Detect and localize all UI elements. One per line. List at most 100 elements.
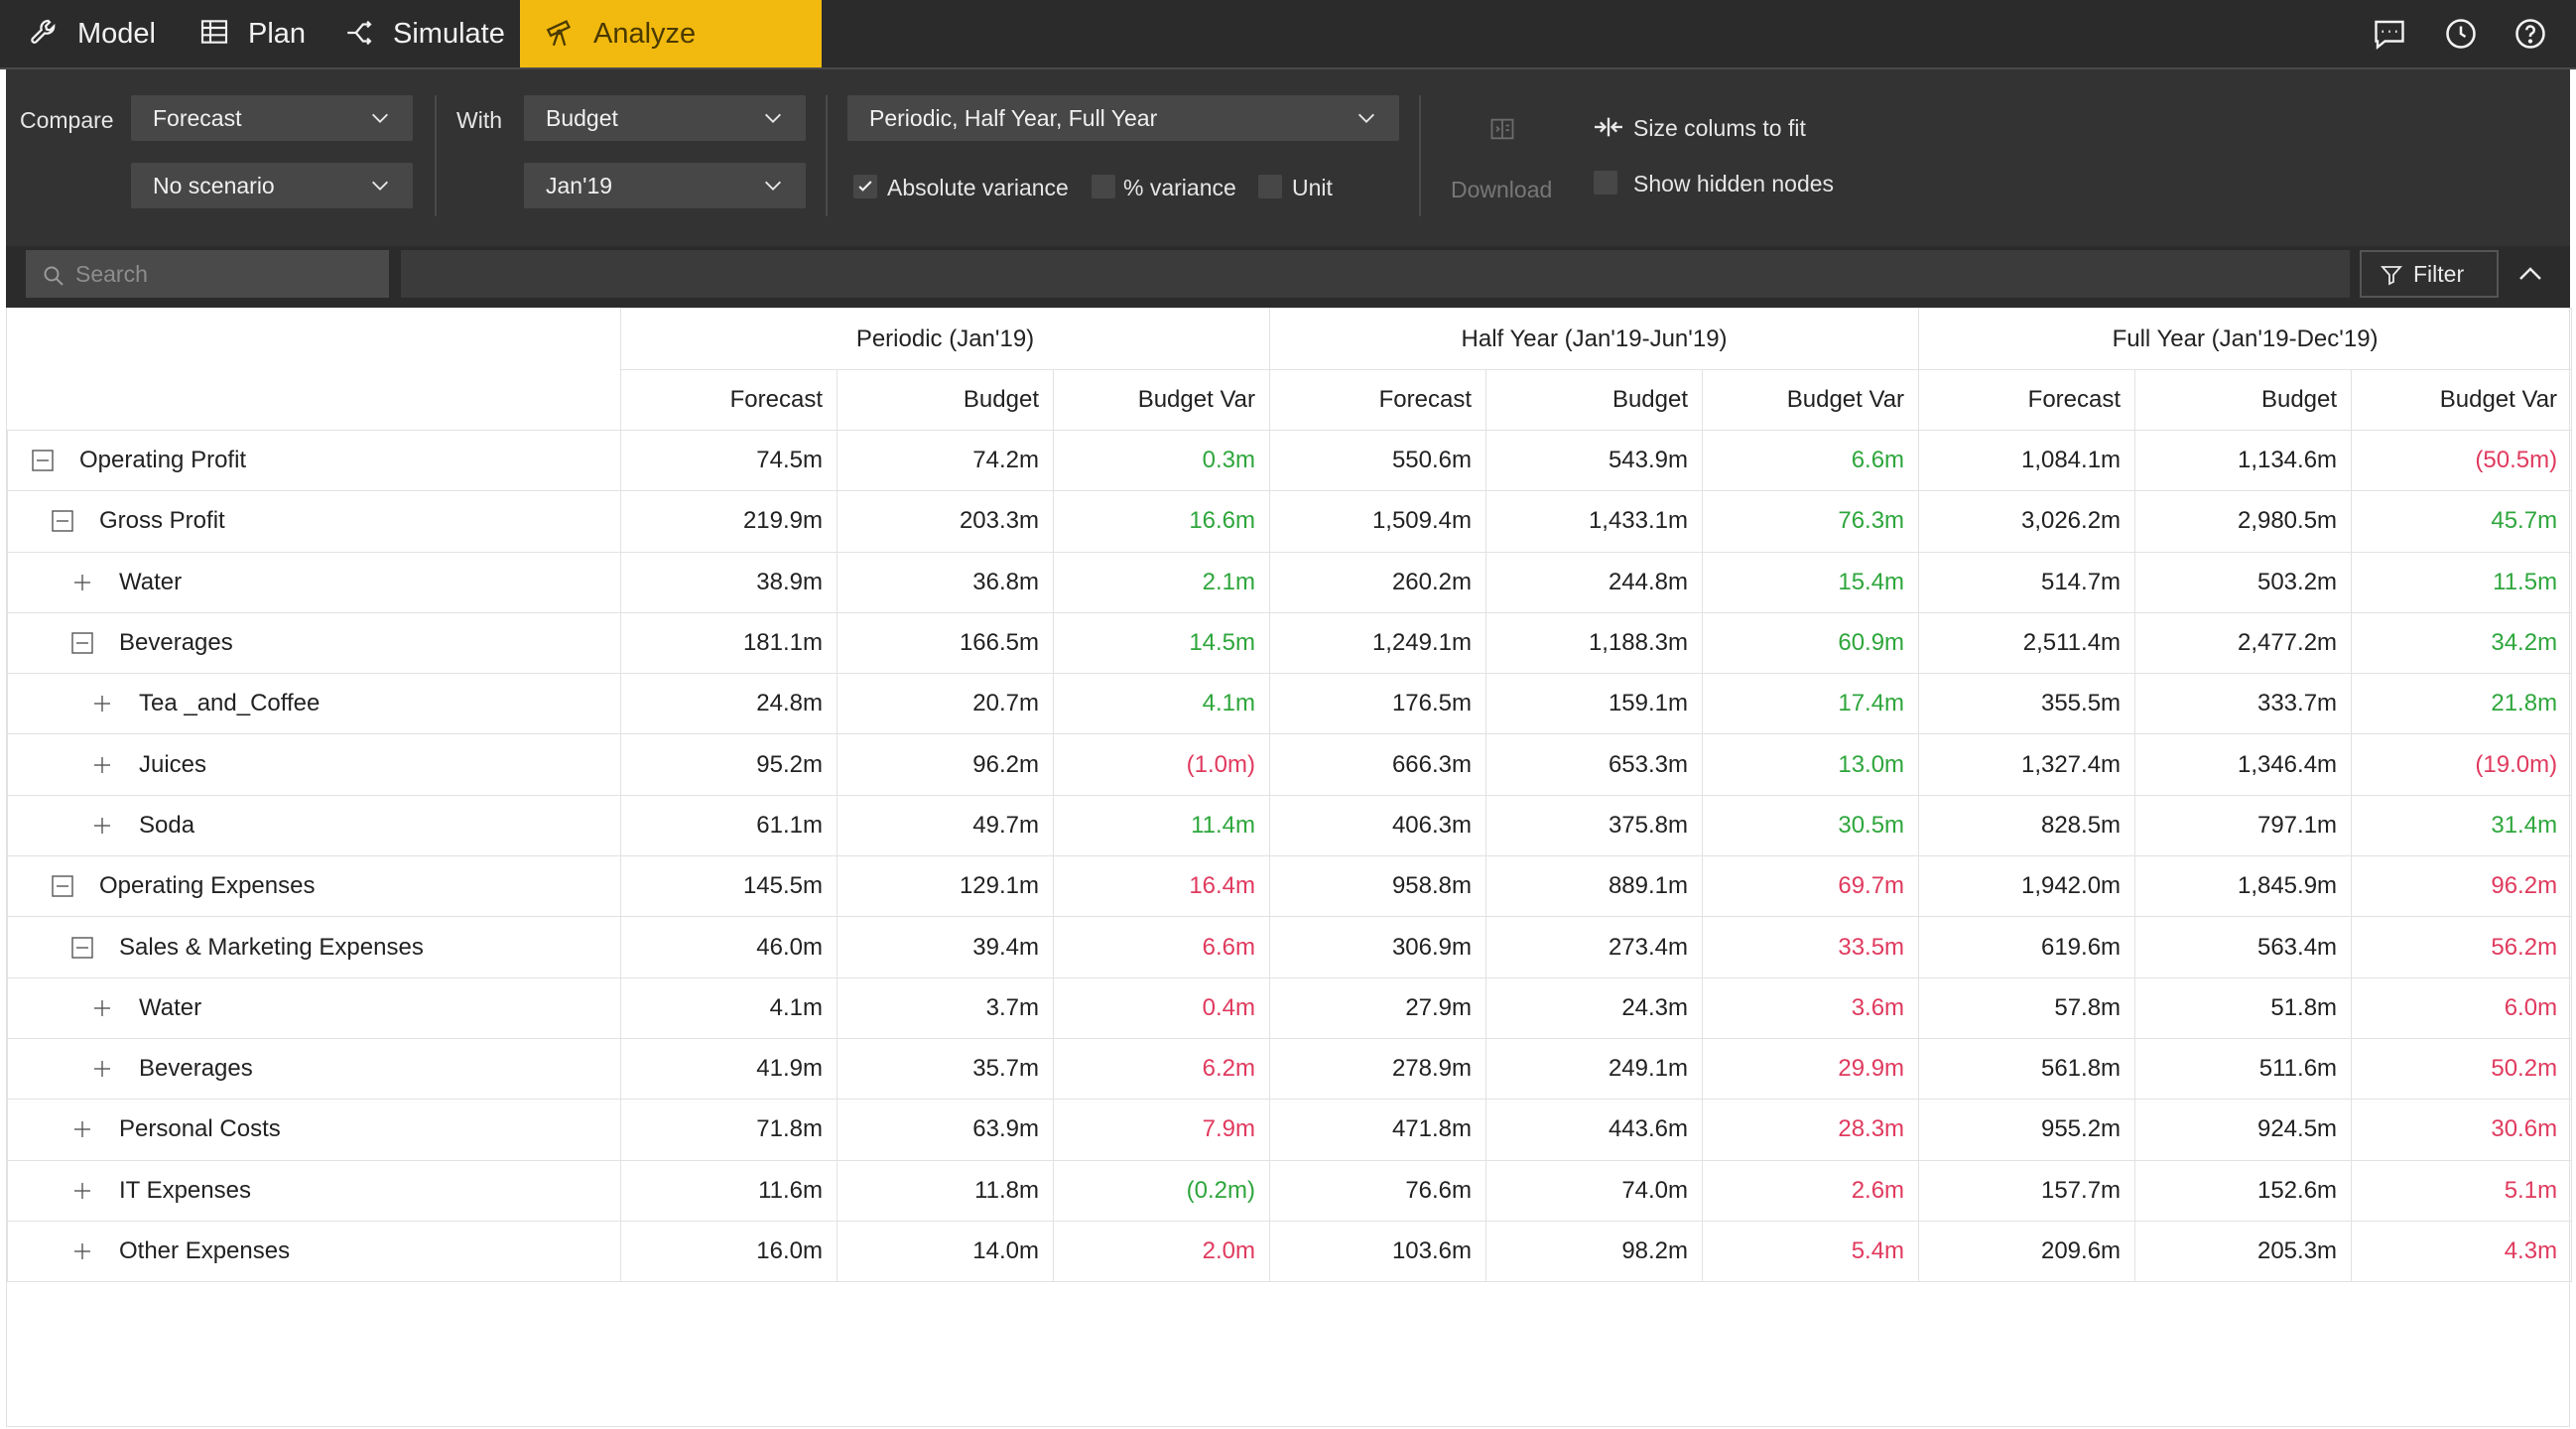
table-row[interactable]: Tea _and_Coffee 24.8m 20.7m 4.1m 176.5m 159.1… xyxy=(7,673,2573,735)
row-label: IT Expenses xyxy=(119,1176,251,1204)
history-icon[interactable] xyxy=(2441,14,2481,54)
unit-checkbox[interactable] xyxy=(1258,175,1282,198)
row-name-cell: Operating Expenses xyxy=(7,855,621,918)
comment-icon[interactable] xyxy=(2370,14,2409,54)
column-header-forecast[interactable]: Forecast xyxy=(1269,369,1487,431)
table-row[interactable]: Beverages 41.9m 35.7m 6.2m 278.9m 249.1m 29.9m… xyxy=(7,1037,2573,1101)
collapse-toolbar-button[interactable] xyxy=(2509,252,2552,296)
compare-dropdown[interactable]: Forecast xyxy=(131,95,413,141)
budget-cell: 20.7m xyxy=(837,673,1054,735)
budget-cell: 96.2m xyxy=(837,733,1054,796)
row-label: Water xyxy=(139,993,202,1021)
forecast-cell: 24.8m xyxy=(620,673,837,735)
collapse-icon[interactable] xyxy=(52,510,73,533)
forecast-cell: 278.9m xyxy=(1269,1037,1487,1101)
budget-var-cell: 16.6m xyxy=(1052,490,1271,553)
with-value: Budget xyxy=(546,104,618,131)
expand-icon[interactable] xyxy=(71,1240,93,1262)
collapse-icon[interactable] xyxy=(71,632,93,654)
budget-cell: 159.1m xyxy=(1485,673,1704,735)
forecast-cell: 955.2m xyxy=(1918,1099,2136,1161)
columns-dropdown[interactable]: Periodic, Half Year, Full Year xyxy=(847,95,1399,141)
expand-icon[interactable] xyxy=(91,693,113,714)
expand-icon[interactable] xyxy=(91,754,113,776)
size-columns-icon[interactable] xyxy=(1592,113,1627,143)
forecast-cell: 76.6m xyxy=(1269,1159,1487,1222)
column-header-budget-var[interactable]: Budget Var xyxy=(1702,369,1920,431)
collapse-icon[interactable] xyxy=(52,875,73,897)
table-row[interactable]: Operating Profit 74.5m 74.2m 0.3m 550.6m 543.… xyxy=(7,429,2573,492)
tab-simulate-label: Simulate xyxy=(393,17,505,50)
download-icon[interactable] xyxy=(1488,115,1518,145)
filter-label: Filter xyxy=(2413,260,2465,287)
budget-cell: 1,188.3m xyxy=(1485,611,1704,675)
tab-plan[interactable]: Plan xyxy=(198,0,318,67)
column-header-forecast[interactable]: Forecast xyxy=(1918,369,2136,431)
expand-icon[interactable] xyxy=(91,997,113,1019)
collapse-icon[interactable] xyxy=(71,936,93,959)
help-icon[interactable] xyxy=(2511,14,2550,54)
tab-analyze[interactable]: Analyze xyxy=(520,0,822,67)
column-header-budget[interactable]: Budget xyxy=(2134,369,2353,431)
tree-node: Operating Profit xyxy=(32,432,246,490)
forecast-cell: 176.5m xyxy=(1269,673,1487,735)
collapse-icon[interactable] xyxy=(32,450,54,471)
expand-icon[interactable] xyxy=(71,572,93,593)
table-row[interactable]: Soda 61.1m 49.7m 11.4m 406.3m 375.8m 30.5m 828.… xyxy=(7,794,2573,857)
tab-simulate[interactable]: Simulate xyxy=(343,0,512,67)
budget-var-cell: 30.5m xyxy=(1702,794,1920,857)
column-header-budget[interactable]: Budget xyxy=(1485,369,1704,431)
budget-cell: 1,134.6m xyxy=(2134,429,2353,492)
period-value: Jan'19 xyxy=(546,172,613,198)
show-hidden-nodes-checkbox[interactable] xyxy=(1594,171,1617,195)
row-label: Soda xyxy=(139,811,195,839)
absolute-variance-checkbox[interactable] xyxy=(853,175,877,198)
column-header-budget-var[interactable]: Budget Var xyxy=(2351,369,2573,431)
table-row[interactable]: Personal Costs 71.8m 63.9m 7.9m 471.8m 443.6m… xyxy=(7,1099,2573,1161)
column-header-forecast[interactable]: Forecast xyxy=(620,369,837,431)
table-icon xyxy=(198,16,234,52)
table-row[interactable]: Sales & Marketing Expenses 46.0m 39.4m 6.6m… xyxy=(7,916,2573,978)
table-row[interactable]: Water 4.1m 3.7m 0.4m 27.9m 24.3m 3.6m 57.8m 51.8… xyxy=(7,976,2573,1039)
expand-icon[interactable] xyxy=(71,1180,93,1202)
filter-button[interactable]: Filter xyxy=(2360,250,2499,298)
budget-var-cell: 50.2m xyxy=(2351,1037,2573,1101)
budget-cell: 74.2m xyxy=(837,429,1054,492)
expand-icon[interactable] xyxy=(71,1118,93,1140)
column-header-budget[interactable]: Budget xyxy=(837,369,1054,431)
table-row[interactable]: IT Expenses 11.6m 11.8m (0.2m) 76.6m 74.0m 2.6… xyxy=(7,1159,2573,1222)
table-row[interactable]: Water 38.9m 36.8m 2.1m 260.2m 244.8m 15.4m 514.… xyxy=(7,551,2573,613)
column-header-budget-var[interactable]: Budget Var xyxy=(1052,369,1271,431)
group-header-full-year: Full Year (Jan'19-Dec'19) xyxy=(1918,308,2573,370)
row-name-cell: Juices xyxy=(7,733,621,796)
budget-var-cell: 2.0m xyxy=(1052,1220,1271,1283)
row-name-cell: Beverages xyxy=(7,1037,621,1101)
budget-cell: 2,980.5m xyxy=(2134,490,2353,553)
group-header-periodic: Periodic (Jan'19) xyxy=(619,308,1271,370)
forecast-cell: 619.6m xyxy=(1918,916,2136,978)
forecast-cell: 27.9m xyxy=(1269,976,1487,1039)
period-dropdown[interactable]: Jan'19 xyxy=(524,163,806,208)
size-columns-label[interactable]: Size colums to fit xyxy=(1633,115,1806,141)
analysis-toolbar: Compare Forecast No scenario With Budget… xyxy=(6,69,2570,246)
expand-icon[interactable] xyxy=(91,1058,113,1080)
budget-var-cell: 6.6m xyxy=(1702,429,1920,492)
unit-label: Unit xyxy=(1292,175,1333,200)
table-row[interactable]: Beverages 181.1m 166.5m 14.5m 1,249.1m 1,188.… xyxy=(7,611,2573,675)
search-input[interactable] xyxy=(26,250,389,298)
table-row[interactable]: Operating Expenses 145.5m 129.1m 16.4m 958.8… xyxy=(7,855,2573,918)
pct-variance-checkbox[interactable] xyxy=(1092,175,1115,198)
scenario-value: No scenario xyxy=(153,172,275,198)
forecast-cell: 219.9m xyxy=(620,490,837,553)
table-row[interactable]: Gross Profit 219.9m 203.3m 16.6m 1,509.4m 1,4… xyxy=(7,490,2573,553)
tree-node: Soda xyxy=(91,796,195,854)
scenario-dropdown[interactable]: No scenario xyxy=(131,163,413,208)
budget-var-cell: 30.6m xyxy=(2351,1099,2573,1161)
tab-model[interactable]: Model xyxy=(28,0,187,67)
expand-icon[interactable] xyxy=(91,815,113,837)
row-label: Personal Costs xyxy=(119,1115,281,1143)
with-dropdown[interactable]: Budget xyxy=(524,95,806,141)
filter-expression-bar[interactable] xyxy=(401,250,2350,298)
table-row[interactable]: Other Expenses 16.0m 14.0m 2.0m 103.6m 98.2m 5… xyxy=(7,1220,2573,1283)
table-row[interactable]: Juices 95.2m 96.2m (1.0m) 666.3m 653.3m 13.0m 1… xyxy=(7,733,2573,796)
